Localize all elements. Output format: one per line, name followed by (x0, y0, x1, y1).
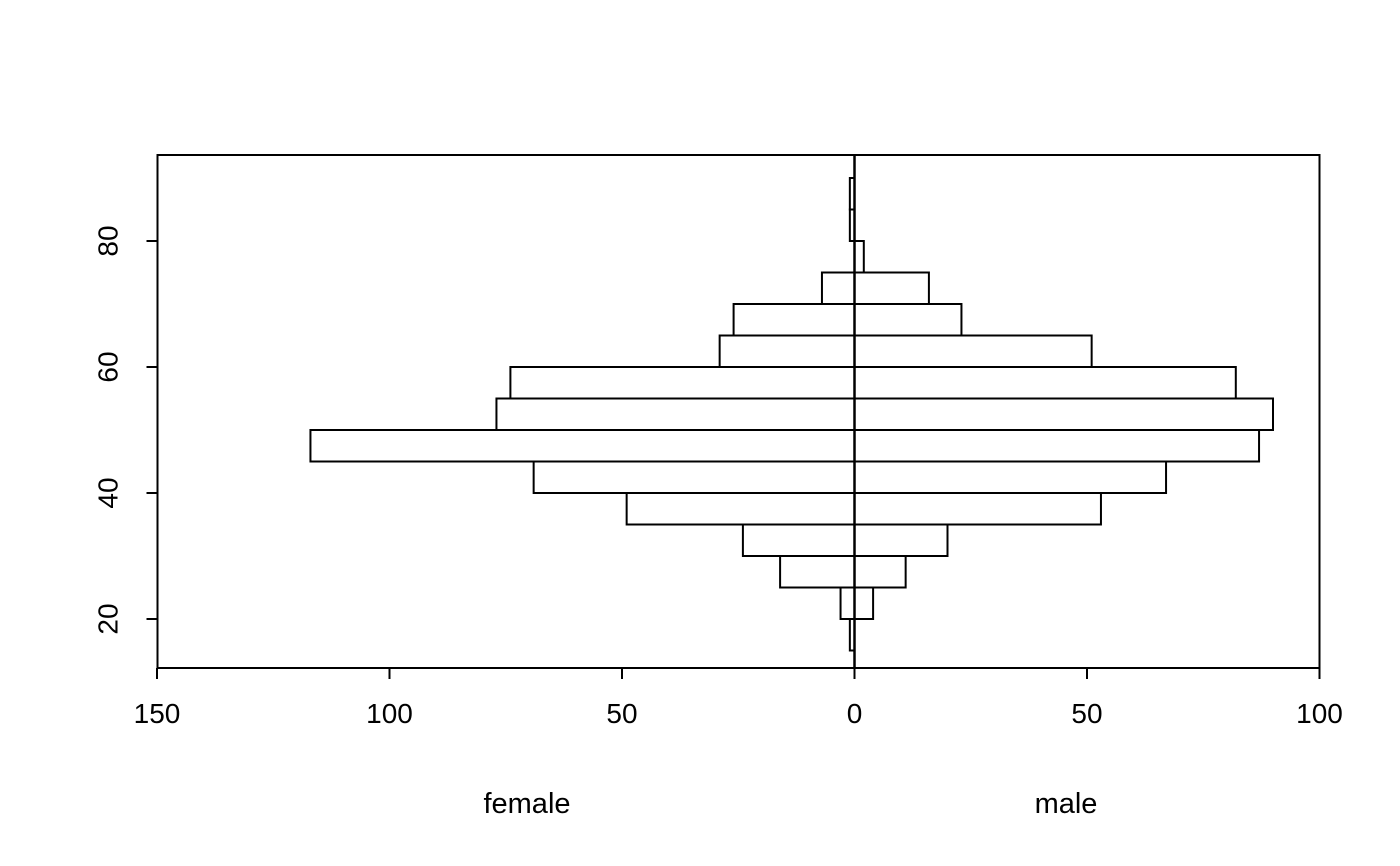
plot-frame (156, 154, 1321, 669)
x-tick-zero-label: 0 (847, 698, 863, 729)
y-tick-40-label: 40 (93, 477, 124, 508)
bar-female-25-30 (779, 555, 856, 589)
bar-male-40-45 (853, 460, 1168, 494)
bar-male-75-80 (853, 240, 865, 274)
x-tick-female-100-label: 100 (366, 698, 413, 729)
bar-female-40-45 (532, 460, 856, 494)
bar-female-60-65 (718, 334, 856, 368)
bar-male-50-55 (853, 397, 1274, 431)
bar-female-55-60 (509, 366, 856, 400)
bar-female-65-70 (732, 303, 856, 337)
bar-male-20-25 (853, 586, 875, 620)
x-tick-male-50-label: 50 (1071, 698, 1102, 729)
bar-female-30-35 (741, 523, 856, 557)
y-tick-60-label: 60 (93, 351, 124, 382)
x-tick-male-100-label: 100 (1296, 698, 1343, 729)
bar-female-20-25 (839, 586, 856, 620)
axes: 150 100 50 0 50 100 20 40 60 80 (93, 154, 1343, 729)
bar-male-70-75 (853, 271, 930, 305)
female-axis-label: female (483, 788, 570, 820)
bar-male-60-65 (853, 334, 1093, 368)
bar-male-30-35 (853, 523, 949, 557)
bar-male-55-60 (853, 366, 1237, 400)
bar-male-45-50 (853, 429, 1261, 463)
bar-male-25-30 (853, 555, 907, 589)
bar-female-50-55 (495, 397, 856, 431)
x-tick-female-50-label: 50 (606, 698, 637, 729)
bar-male-35-40 (853, 492, 1102, 526)
bar-female-45-50 (309, 429, 856, 463)
bar-male-65-70 (853, 303, 963, 337)
bar-female-70-75 (820, 271, 856, 305)
x-tick-female-150-label: 150 (134, 698, 181, 729)
male-axis-label: male (1035, 788, 1098, 820)
y-tick-80-label: 80 (93, 225, 124, 256)
pyramid-bars (309, 177, 1274, 652)
bar-female-35-40 (625, 492, 856, 526)
y-tick-20-label: 20 (93, 603, 124, 634)
